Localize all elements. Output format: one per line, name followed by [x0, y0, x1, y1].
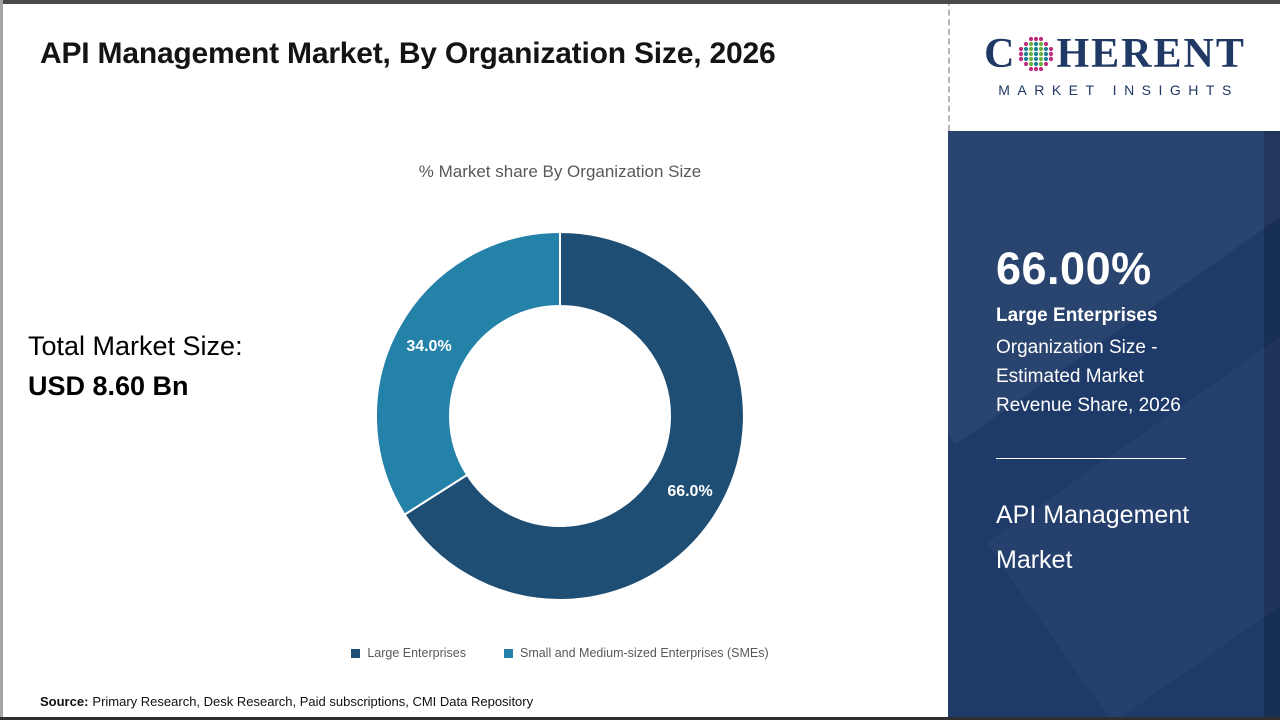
coherent-globe-icon [1019, 36, 1054, 72]
legend-swatch-sme-icon [503, 648, 513, 658]
sidebar-divider [996, 458, 1186, 459]
slice-label-large-enterprises: 66.0% [667, 483, 712, 500]
brand-suffix: HERENT [1056, 31, 1246, 77]
legend-swatch-large-icon [351, 648, 361, 658]
sidebar-stat-name: Large Enterprises [996, 305, 1158, 326]
legend-item-large-enterprises: Large Enterprises [351, 646, 466, 660]
page-title: API Management Market, By Organization S… [40, 37, 776, 70]
chart-subtitle: % Market share By Organization Size [418, 162, 702, 181]
chart-legend: Large Enterprises Small and Medium-sized… [160, 646, 960, 660]
frame-bottom-border [0, 717, 1280, 720]
donut-slice-smes [374, 231, 561, 516]
legend-item-smes: Small and Medium-sized Enterprises (SMEs… [503, 646, 769, 660]
edge-shade [1264, 131, 1280, 720]
slice-label-smes: 34.0% [406, 338, 451, 355]
frame-left-border [0, 0, 3, 720]
total-market-size-block: Total Market Size: USD 8.60 Bn [28, 326, 243, 406]
legend-label-sme: Small and Medium-sized Enterprises (SMEs… [519, 646, 769, 660]
brand-wordmark: C [984, 33, 1246, 75]
sidebar-panel: 66.00% Large Enterprises Organization Si… [948, 131, 1280, 720]
total-market-size-value: USD 8.60 Bn [28, 371, 189, 401]
brand-prefix: C [984, 31, 1017, 77]
donut-chart: 34.0% 66.0% [374, 231, 745, 601]
coherent-logo: C [948, 0, 1280, 131]
donut-slice-large-enterprises [403, 231, 745, 601]
sidebar-stat-value: 66.00% [996, 243, 1152, 294]
sidebar-market-title: API Management Market [996, 501, 1190, 574]
source-label: Source: [40, 694, 89, 709]
total-market-size-label: Total Market Size: [28, 331, 243, 361]
source-line: Source: Primary Research, Desk Research, … [40, 694, 533, 709]
frame-top-border [0, 0, 1280, 4]
legend-label-large: Large Enterprises [367, 646, 466, 660]
source-text: Primary Research, Desk Research, Paid su… [92, 694, 534, 709]
sidebar-stat-description: Organization Size - Estimated Market Rev… [996, 337, 1181, 416]
brand-tagline: MARKET INSIGHTS [998, 82, 1239, 98]
